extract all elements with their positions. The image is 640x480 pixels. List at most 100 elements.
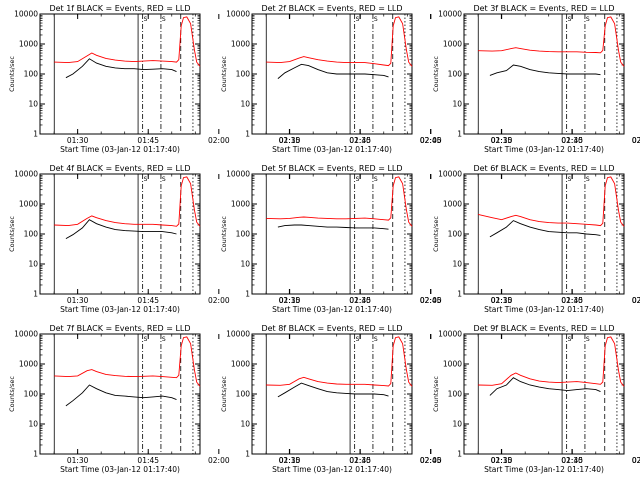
- y-tick-label: 10: [28, 100, 38, 109]
- y-tick-label: 1: [245, 450, 250, 459]
- y-tick-label: 100: [24, 70, 39, 79]
- x-tick-label: 01:45: [349, 136, 371, 145]
- panel-title: Det 5f BLACK = Events, RED = LLD: [261, 164, 402, 173]
- attenuator-marker-label: S: [144, 176, 148, 183]
- y-tick-label: 100: [236, 390, 251, 399]
- panel-title: Det 1f BLACK = Events, RED = LLD: [49, 4, 190, 13]
- y-tick-label: 1: [457, 130, 462, 139]
- events-series-line: [489, 64, 601, 76]
- events-series-line: [65, 219, 177, 239]
- y-tick-label: 1000: [443, 200, 462, 209]
- y-tick-label: 10: [452, 420, 462, 429]
- attenuator-marker-label: S: [374, 176, 378, 183]
- y-tick-label: 10: [452, 260, 462, 269]
- panel-title: Det 7f BLACK = Events, RED = LLD: [49, 324, 190, 333]
- y-tick-label: 1000: [443, 40, 462, 49]
- x-tick-label: 02:00: [420, 136, 442, 145]
- attenuator-marker-label: S: [144, 16, 148, 23]
- events-series-line: [489, 377, 601, 396]
- y-tick-label: 1: [33, 130, 38, 139]
- x-tick-label: 02:15: [279, 296, 301, 305]
- x-tick-label: 02:45: [420, 456, 442, 465]
- x-tick-label: 01:30: [67, 296, 89, 305]
- y-axis-label: Counts/sec: [220, 56, 228, 92]
- x-tick-label: 02:00: [420, 456, 442, 465]
- attenuator-marker-label: S: [356, 16, 360, 23]
- y-tick-label: 10000: [14, 10, 38, 19]
- x-tick-label: 02:45: [632, 296, 640, 305]
- x-tick-label: 01:45: [561, 296, 583, 305]
- panel-det-9: Det 9f BLACK = Events, RED = LLD 1 10 100 10…: [432, 324, 640, 474]
- attenuator-marker-label: S: [568, 336, 572, 343]
- y-axis-label: Counts/sec: [8, 216, 16, 252]
- y-tick-label: 1: [457, 290, 462, 299]
- x-tick-label: 01:45: [349, 296, 371, 305]
- panel-det-1: Det 1f BLACK = Events, RED = LLD 1 10 100 10…: [8, 4, 442, 154]
- y-tick-label: 10: [452, 100, 462, 109]
- plot-frame: [251, 173, 413, 295]
- panel-det-6: Det 6f BLACK = Events, RED = LLD 1 10 100 10…: [432, 164, 640, 314]
- x-tick-label: 02:30: [561, 296, 583, 305]
- y-tick-label: 100: [448, 390, 463, 399]
- y-tick-label: 1000: [443, 360, 462, 369]
- x-tick-label: 01:30: [279, 136, 301, 145]
- x-tick-label: 01:45: [137, 296, 159, 305]
- x-tick-label: 01:45: [349, 456, 371, 465]
- y-tick-label: 10000: [226, 10, 250, 19]
- y-tick-label: 1000: [19, 40, 38, 49]
- x-tick-label: 01:30: [279, 296, 301, 305]
- x-tick-label: 02:30: [561, 456, 583, 465]
- x-axis-label: Start Time (03-Jan-12 01:17:40): [272, 465, 392, 474]
- events-series-line: [277, 63, 389, 79]
- events-series-line: [489, 220, 601, 238]
- x-tick-label: 02:30: [561, 136, 583, 145]
- x-tick-label: 01:45: [137, 456, 159, 465]
- x-tick-label: 02:30: [349, 456, 371, 465]
- attenuator-marker-label: S: [568, 176, 572, 183]
- x-tick-label: 01:30: [491, 136, 513, 145]
- x-tick-label: 02:00: [208, 136, 230, 145]
- x-axis-label: Start Time (03-Jan-12 01:17:40): [272, 305, 392, 314]
- y-axis-label: Counts/sec: [432, 56, 440, 92]
- panel-det-4: Det 4f BLACK = Events, RED = LLD11010010…: [8, 164, 442, 314]
- x-tick-label: 01:30: [67, 456, 89, 465]
- panel-title: Det 4f BLACK = Events, RED = LLD: [49, 164, 190, 173]
- plot-frame: [251, 333, 413, 455]
- x-tick-label: 01:45: [561, 136, 583, 145]
- x-axis-label: Start Time (03-Jan-12 01:17:40): [484, 465, 604, 474]
- y-axis-label: Counts/sec: [8, 376, 16, 412]
- x-tick-label: 02:00: [632, 136, 640, 145]
- x-tick-label: 02:00: [632, 296, 640, 305]
- attenuator-marker-label: S: [586, 176, 590, 183]
- lld-series-line: [478, 336, 625, 387]
- x-tick-label: 02:15: [491, 456, 513, 465]
- x-tick-label: 02:45: [632, 136, 640, 145]
- y-tick-label: 10: [240, 420, 250, 429]
- attenuator-marker-label: S: [162, 176, 166, 183]
- x-tick-label: 02:00: [208, 296, 230, 305]
- lld-series-line: [477, 176, 625, 227]
- panel-title: Det 2f BLACK = Events, RED = LLD: [261, 4, 402, 13]
- lld-series-line: [266, 336, 413, 387]
- attenuator-marker-label: S: [356, 176, 360, 183]
- y-tick-label: 100: [236, 230, 251, 239]
- panel-det-8: Det 8f BLACK = Events, RED = LLD11010010…: [220, 324, 640, 474]
- plot-frame: [463, 13, 625, 135]
- x-tick-label: 02:00: [208, 456, 230, 465]
- x-tick-label: 01:45: [561, 456, 583, 465]
- x-tick-label: 02:15: [279, 136, 301, 145]
- y-axis-label: Counts/sec: [220, 376, 228, 412]
- y-tick-label: 10000: [438, 170, 462, 179]
- panel-det-7: Det 7f BLACK = Events, RED = LLD 1 10 100 10…: [8, 324, 442, 474]
- y-axis-label: Counts/sec: [8, 56, 16, 92]
- y-tick-label: 1: [245, 290, 250, 299]
- panel-title: Det 3f BLACK = Events, RED = LLD: [473, 4, 614, 13]
- x-axis-label: Start Time (03-Jan-12 01:17:40): [60, 465, 180, 474]
- attenuator-marker-label: S: [568, 16, 572, 23]
- lld-series-line: [54, 336, 201, 387]
- events-series-line: [277, 382, 389, 398]
- panel-det-2: Det 2f BLACK = Events, RED = LLD11010010…: [220, 4, 640, 154]
- y-tick-label: 1000: [231, 360, 250, 369]
- x-tick-label: 01:30: [67, 136, 89, 145]
